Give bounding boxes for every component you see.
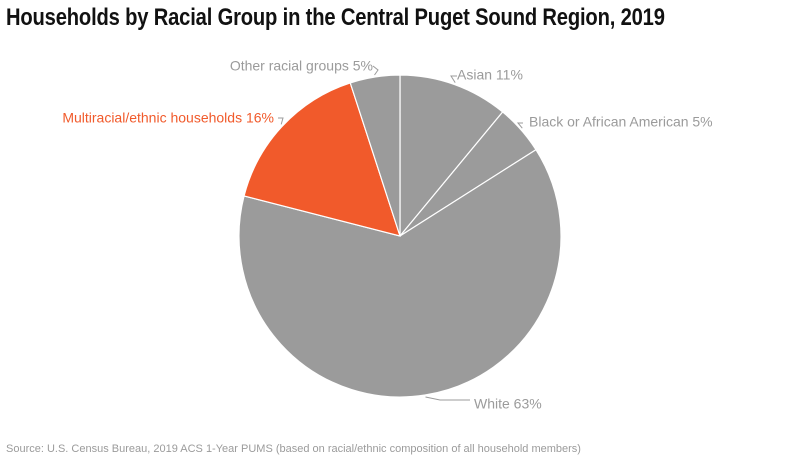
pie-slice-white (238, 148, 562, 398)
source-note: Source: U.S. Census Bureau, 2019 ACS 1-Y… (6, 443, 581, 455)
pie-slice-other-racial-groups (349, 74, 401, 237)
leader-line-white (425, 396, 470, 401)
slice-label-asian: Asian 11% (457, 67, 523, 83)
pie-labels: Asian 11% Black or African American 5% Whi… (62, 58, 712, 412)
leader-line-multiracial-ethnic-households (278, 117, 284, 125)
slice-label-multiracial-ethnic-households: Multiracial/ethnic households 16% (62, 110, 274, 126)
pie-slice-asian (399, 74, 504, 238)
leader-line-black-or-african-american (516, 122, 523, 129)
leader-line-asian (450, 75, 457, 83)
pie-slices (238, 74, 562, 398)
slice-label-black-or-african-american: Black or African American 5% (529, 114, 713, 130)
pie-slice-multiracial-ethnic-households (243, 82, 401, 237)
slice-label-white: White 63% (474, 396, 542, 412)
pie-leader-lines (278, 65, 523, 401)
chart-title: Households by Racial Group in the Centra… (6, 4, 665, 31)
leader-line-other-racial-groups (372, 65, 379, 76)
slice-label-other-racial-groups: Other racial groups 5% (230, 58, 373, 74)
